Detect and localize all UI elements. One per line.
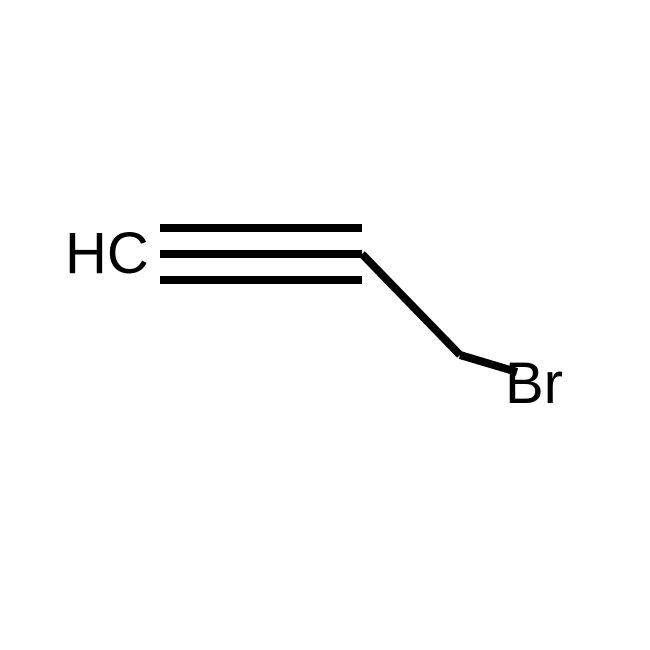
bond-single-1 — [362, 254, 460, 355]
atom-label-br: Br — [505, 350, 563, 417]
molecule-canvas: HC Br — [0, 0, 650, 650]
bond-layer — [0, 0, 650, 650]
atom-label-hc: HC — [65, 220, 149, 287]
